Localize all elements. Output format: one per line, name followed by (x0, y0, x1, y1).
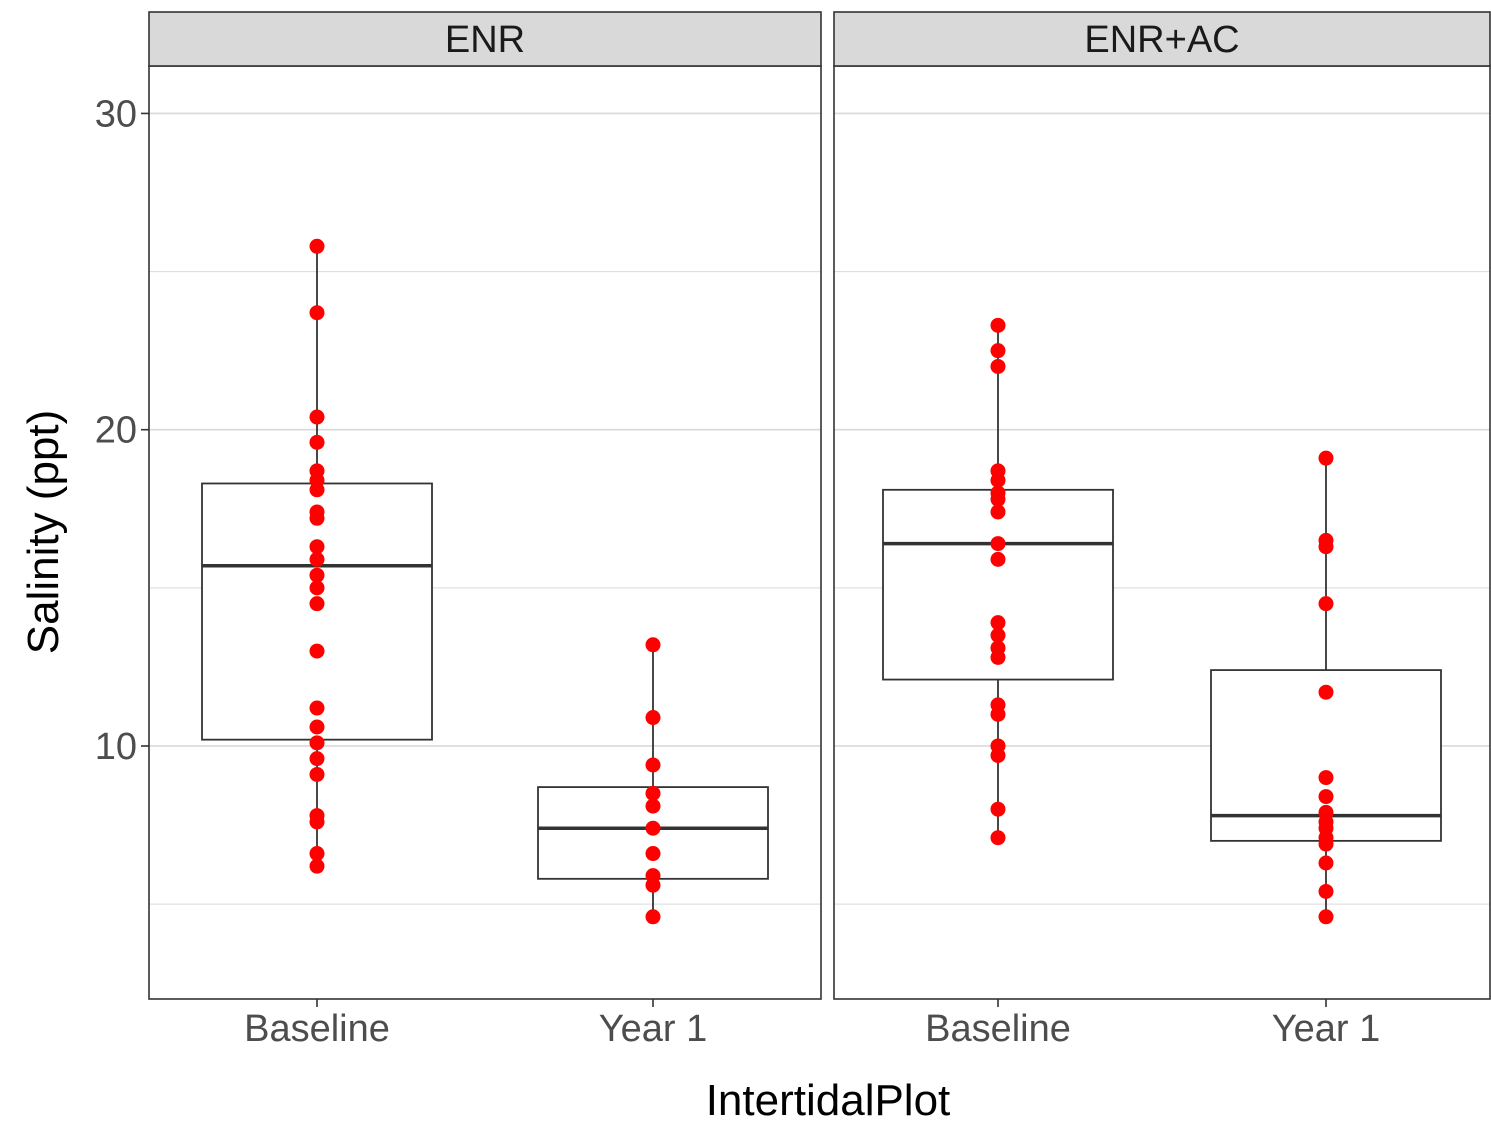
data-point (309, 751, 325, 767)
panel-enr-ac: ENR+AC Baseline Year 1 (833, 11, 1491, 1050)
data-point (990, 317, 1006, 333)
strip-label: ENR+AC (1084, 19, 1239, 61)
data-point (309, 700, 325, 716)
data-point (1318, 855, 1334, 871)
data-point (309, 510, 325, 526)
data-point (1318, 596, 1334, 612)
data-point (990, 627, 1006, 643)
data-point (309, 434, 325, 450)
data-point (309, 305, 325, 321)
data-point (990, 491, 1006, 507)
box-baseline (201, 238, 433, 874)
data-point (645, 798, 661, 814)
x-axis-title: IntertidalPlot (706, 1076, 951, 1121)
data-point (309, 539, 325, 555)
data-point (309, 766, 325, 782)
x-tick-label: Baseline (925, 1008, 1071, 1050)
data-point (645, 757, 661, 773)
box-year-1 (537, 637, 769, 925)
data-point (309, 814, 325, 830)
data-point (990, 536, 1006, 552)
data-point (990, 504, 1006, 520)
iqr-box (201, 482, 433, 741)
data-point (309, 482, 325, 498)
data-point (990, 801, 1006, 817)
panels-layer: ENR Baseline Year 1 ENR+AC Baseline Year 1 (148, 11, 1491, 1050)
strip-label: ENR (445, 19, 525, 61)
strip-background (833, 11, 1491, 67)
data-point (645, 909, 661, 925)
data-point (1318, 883, 1334, 899)
data-point (990, 343, 1006, 359)
data-point (645, 710, 661, 726)
data-point (309, 580, 325, 596)
box-year-1 (1210, 450, 1442, 925)
data-point (1318, 789, 1334, 805)
data-point (309, 719, 325, 735)
data-point (309, 238, 325, 254)
data-point (990, 615, 1006, 631)
data-point (309, 846, 325, 862)
data-point (1318, 770, 1334, 786)
y-tick-label: 10 (95, 726, 137, 768)
data-point (990, 649, 1006, 665)
box-baseline (882, 317, 1114, 846)
y-axis: 10 20 30 (95, 93, 149, 768)
data-point (645, 846, 661, 862)
y-tick-label: 20 (95, 410, 137, 452)
data-point (309, 643, 325, 659)
data-point (1318, 539, 1334, 555)
data-point (1318, 836, 1334, 852)
panel-enr: ENR Baseline Year 1 (148, 11, 822, 1050)
data-point (1318, 909, 1334, 925)
data-point (309, 409, 325, 425)
y-tick-label: 30 (95, 93, 137, 135)
y-axis-title: Salinity (ppt) (19, 410, 68, 655)
data-point (1318, 450, 1334, 466)
data-point (990, 830, 1006, 846)
data-point (1318, 684, 1334, 700)
data-point (309, 567, 325, 583)
strip-background (148, 11, 822, 67)
data-point (309, 551, 325, 567)
data-point (645, 820, 661, 836)
data-point (990, 472, 1006, 488)
data-point (990, 747, 1006, 763)
data-point (645, 637, 661, 653)
data-point (645, 785, 661, 801)
data-point (645, 877, 661, 893)
data-point (990, 706, 1006, 722)
data-point (309, 858, 325, 874)
data-point (990, 551, 1006, 567)
data-point (990, 358, 1006, 374)
data-point (309, 735, 325, 751)
x-tick-label: Year 1 (1272, 1008, 1380, 1050)
data-point (309, 596, 325, 612)
x-tick-label: Year 1 (599, 1008, 707, 1050)
x-tick-label: Baseline (244, 1008, 390, 1050)
